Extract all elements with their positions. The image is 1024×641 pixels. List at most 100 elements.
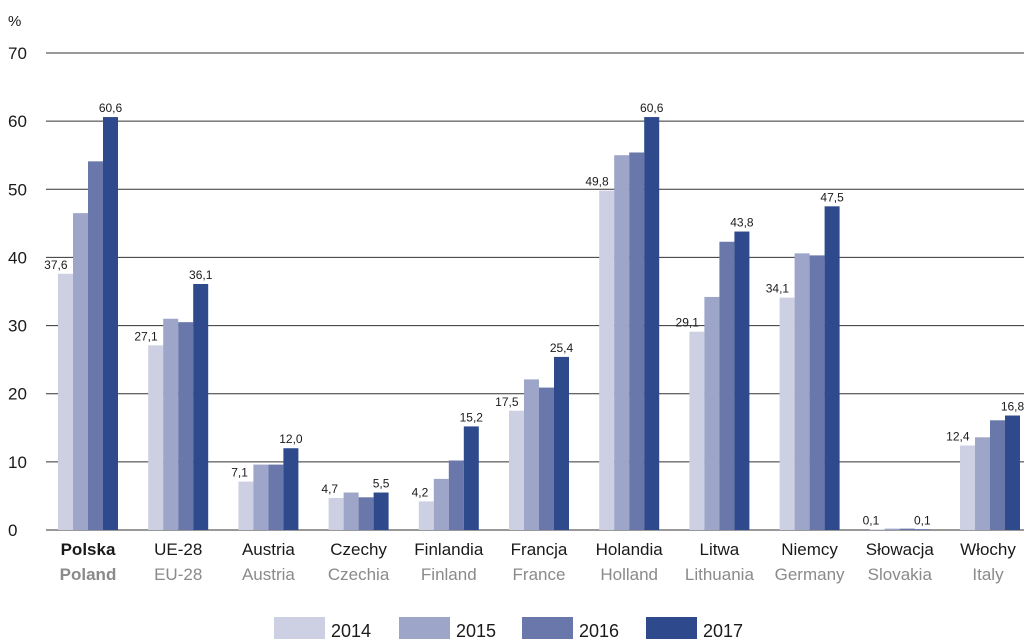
category-label-en: Finland: [421, 565, 477, 584]
category-label-pl: Austria: [242, 540, 295, 559]
data-label: 37,6: [44, 258, 68, 272]
bar-2016-3: [358, 497, 374, 530]
legend-label: 2014: [331, 621, 371, 641]
bar-2015-2: [253, 464, 269, 530]
bar-2016-4: [448, 460, 464, 530]
category-label-pl: Niemcy: [781, 540, 838, 559]
legend: 2014 2015 2016 2017: [274, 617, 743, 641]
legend-swatch-2017: [646, 617, 697, 639]
data-label: 5,5: [373, 477, 390, 491]
y-tick-label: 60: [8, 112, 27, 131]
bar-2016-1: [178, 322, 194, 530]
data-label: 43,8: [730, 216, 754, 230]
bar-2017-4: [463, 426, 479, 530]
data-label: 15,2: [460, 410, 484, 424]
category-label-en: Slovakia: [868, 565, 933, 584]
bar-2014-4: [418, 501, 434, 530]
data-label: 7,1: [231, 466, 248, 480]
category-label-en: Lithuania: [685, 565, 755, 584]
bars: [58, 117, 1020, 531]
data-label: 12,0: [279, 432, 303, 446]
data-label: 29,1: [676, 316, 700, 330]
category-label-en: Italy: [972, 565, 1004, 584]
bar-2017-2: [283, 448, 299, 530]
bar-2014-9: [869, 529, 885, 530]
bar-2017-10: [1005, 415, 1020, 530]
legend-label: 2017: [703, 621, 743, 641]
data-label: 0,1: [863, 513, 880, 527]
legend-label: 2016: [579, 621, 619, 641]
data-label: 17,5: [495, 395, 519, 409]
category-label-en: Austria: [242, 565, 295, 584]
category-label-en: Poland: [60, 565, 117, 584]
y-tick-label: 50: [8, 180, 27, 199]
category-label-pl: Finlandia: [414, 540, 484, 559]
bar-2014-1: [148, 345, 164, 530]
data-label: 60,6: [99, 101, 123, 115]
data-label: 36,1: [189, 268, 213, 282]
bar-2015-5: [524, 379, 539, 530]
data-label: 4,2: [412, 485, 429, 499]
bar-2015-3: [343, 492, 359, 530]
bar-2016-0: [88, 161, 103, 530]
y-tick-label: 70: [8, 44, 27, 63]
bar-2015-1: [163, 318, 179, 530]
bar-2017-0: [103, 117, 118, 530]
bar-2016-5: [539, 387, 554, 530]
bar-2017-5: [554, 356, 569, 530]
category-label-en: Czechia: [328, 565, 390, 584]
bar-2014-2: [238, 481, 254, 530]
y-axis-unit-label: %: [8, 13, 21, 30]
bar-2016-6: [629, 152, 645, 530]
bar-2014-10: [960, 445, 975, 530]
data-label: 27,1: [134, 329, 158, 343]
bar-2014-5: [509, 410, 524, 530]
bar-2015-9: [884, 528, 900, 530]
y-tick-label: 20: [8, 385, 27, 404]
data-label: 4,7: [321, 482, 338, 496]
category-label-en: EU-28: [154, 565, 202, 584]
bar-2015-10: [975, 437, 990, 530]
category-label-pl: Słowacja: [866, 540, 935, 559]
bar-2016-7: [719, 241, 735, 530]
category-label-pl: Holandia: [596, 540, 664, 559]
bar-2015-4: [433, 478, 449, 530]
category-label-en: France: [513, 565, 566, 584]
data-label: 25,4: [550, 341, 574, 355]
bar-2017-6: [644, 117, 660, 530]
category-label-pl: UE-28: [154, 540, 202, 559]
category-label-pl: Włochy: [960, 540, 1016, 559]
data-label: 49,8: [585, 175, 609, 189]
data-labels: 37,6 60,6 27,1 36,1 7,1 12,0 4,7 5,5 4,2 15,2 17,5…: [44, 101, 1024, 527]
bar-2015-6: [614, 155, 630, 530]
bar-2014-6: [599, 190, 615, 531]
bar-2017-3: [373, 492, 389, 530]
bar-2015-0: [73, 213, 88, 530]
y-tick-label: 30: [8, 317, 27, 336]
category-label-pl: Litwa: [700, 540, 740, 559]
x-axis-labels: Polska Poland UE-28 EU-28 Austria Austria Czec…: [60, 540, 1017, 584]
bar-2016-10: [990, 420, 1005, 530]
bar-2014-3: [328, 497, 344, 530]
y-axis-ticks: 0 10 20 30 40 50 60 70: [8, 44, 27, 540]
legend-swatch-2015: [399, 617, 450, 639]
legend-label: 2015: [456, 621, 496, 641]
bar-2015-7: [704, 296, 720, 530]
data-label: 34,1: [766, 282, 790, 296]
bar-2016-2: [268, 464, 284, 530]
bar-2014-7: [689, 331, 705, 530]
data-label: 16,8: [1001, 400, 1024, 414]
category-label-pl: Czechy: [330, 540, 387, 559]
category-label-en: Holland: [600, 565, 658, 584]
data-label: 60,6: [640, 101, 664, 115]
bar-2016-8: [809, 255, 825, 531]
data-label: 12,4: [946, 430, 970, 444]
bar-2017-8: [824, 206, 840, 531]
bar-2017-7: [734, 231, 750, 530]
bar-2015-8: [794, 253, 810, 530]
bar-2016-9: [899, 528, 915, 530]
category-label-en: Germany: [775, 565, 845, 584]
y-tick-label: 0: [8, 521, 17, 540]
category-label-pl: Polska: [61, 540, 116, 559]
